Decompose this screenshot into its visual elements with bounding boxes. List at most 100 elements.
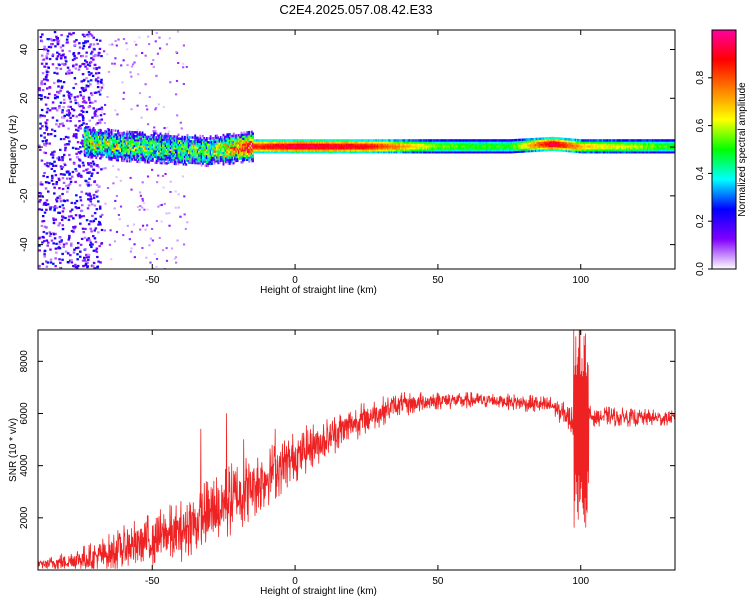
spectrogram-ridge-cell bbox=[276, 149, 279, 152]
spectrogram-ridge-cell bbox=[408, 145, 411, 148]
spectrogram-ridge-cell bbox=[230, 140, 233, 144]
spectrogram-ridge-cell bbox=[612, 145, 614, 148]
spectrogram-ridge-cell bbox=[488, 150, 491, 154]
spectrogram-ridge-cell bbox=[234, 159, 236, 163]
spectrogram-ridge-cell bbox=[550, 142, 553, 146]
spectrogram-ridge-cell bbox=[358, 150, 361, 154]
spectrogram-ridge-cell bbox=[177, 143, 180, 146]
spectrogram-ridge-cell bbox=[446, 143, 449, 146]
spectrogram-noise-cell bbox=[51, 151, 54, 154]
spectrogram-ridge-cell bbox=[97, 147, 100, 150]
spectrogram-ridge-cell bbox=[163, 158, 166, 161]
spectrogram-ridge-cell bbox=[120, 149, 123, 153]
spectrogram-ridge-cell bbox=[538, 141, 541, 144]
spectrogram-ridge-cell bbox=[378, 147, 380, 150]
spectrogram-ridge-cell bbox=[300, 139, 303, 142]
spectrogram-ridge-cell bbox=[384, 139, 387, 142]
spectrogram-ridge-cell bbox=[402, 141, 405, 144]
spectrogram-ridge-cell bbox=[237, 143, 240, 147]
spectrogram-ridge-cell bbox=[167, 154, 170, 157]
spectrogram-ridge-cell bbox=[169, 158, 172, 161]
spectrogram-noise-cell bbox=[46, 161, 49, 165]
spectrogram-ridge-cell bbox=[132, 140, 135, 144]
spectrogram-ridge-cell bbox=[425, 143, 428, 146]
spectrogram-noise-cell bbox=[139, 194, 143, 197]
spectrogram-ridge-cell bbox=[522, 142, 524, 145]
spectrogram-ridge-cell bbox=[222, 149, 225, 152]
spectrogram-ridge-cell bbox=[248, 146, 251, 149]
spectrogram-ridge-cell bbox=[356, 150, 359, 154]
spectrogram-ridge-cell bbox=[133, 134, 136, 138]
spectrogram-ridge-cell bbox=[423, 149, 425, 152]
spectrogram-ridge-cell bbox=[124, 155, 127, 159]
spectrogram-ridge-cell bbox=[573, 138, 576, 142]
spectrogram-noise-cell bbox=[142, 202, 146, 205]
spectrogram-ridge-cell bbox=[84, 147, 87, 150]
spectrogram-ridge-cell bbox=[327, 149, 330, 152]
spectrogram-noise-cell bbox=[167, 161, 170, 164]
spectrogram-ridge-cell bbox=[190, 151, 193, 155]
spectrogram-noise-cell bbox=[72, 251, 76, 254]
spectrogram-ridge-cell bbox=[348, 139, 351, 142]
spectrogram-ridge-cell bbox=[99, 145, 102, 148]
spectrogram-ridge-cell bbox=[353, 150, 356, 154]
spectrogram-noise-cell bbox=[63, 199, 66, 203]
spectrogram-ridge-cell bbox=[231, 144, 234, 147]
spectrogram-ridge-cell bbox=[87, 141, 90, 145]
spectrogram-ridge-cell bbox=[201, 160, 204, 163]
spectrogram-ridge-cell bbox=[439, 141, 442, 144]
spectrogram-ridge-cell bbox=[207, 152, 209, 156]
spectrogram-ridge-cell bbox=[84, 145, 87, 149]
spectrogram-ridge-cell bbox=[285, 139, 288, 142]
spectrogram-ridge-cell bbox=[550, 148, 553, 152]
spectrogram-ridge-cell bbox=[573, 146, 576, 149]
spectrogram-ridge-cell bbox=[119, 147, 122, 151]
spectrogram-ridge-cell bbox=[227, 133, 230, 136]
spectrogram-ridge-cell bbox=[234, 138, 236, 141]
spectrogram-ridge-cell bbox=[108, 136, 111, 139]
spectrogram-ridge-cell bbox=[227, 135, 230, 138]
spectrogram-ridge-cell bbox=[250, 134, 253, 137]
spectrogram-ridge-cell bbox=[302, 150, 305, 154]
spectrogram-noise-cell bbox=[78, 159, 82, 162]
spectrogram-ridge-cell bbox=[371, 147, 374, 150]
spectrogram-ridge-cell bbox=[294, 149, 297, 152]
spectrogram-ridge-cell bbox=[574, 150, 577, 153]
spectrogram-ridge-cell bbox=[117, 137, 120, 140]
spectrogram-ridge-cell bbox=[349, 139, 352, 142]
spectrogram-ridge-cell bbox=[97, 148, 100, 152]
spectrogram-ridge-cell bbox=[243, 151, 245, 154]
spectrogram-ridge-cell bbox=[468, 143, 470, 146]
spectrogram-ridge-cell bbox=[128, 148, 131, 151]
spectrogram-ridge-cell bbox=[334, 147, 337, 150]
spectrogram-ridge-cell bbox=[181, 159, 184, 162]
spectrogram-ridge-cell bbox=[378, 139, 380, 142]
spectrogram-ridge-cell bbox=[614, 145, 617, 148]
spectrogram-ridge-cell bbox=[502, 147, 505, 150]
spectrogram-noise-cell bbox=[65, 242, 68, 245]
spectrogram-ridge-cell bbox=[231, 146, 234, 149]
spectrogram-noise-cell bbox=[93, 267, 96, 269]
spectrogram-ridge-cell bbox=[280, 145, 283, 148]
spectrogram-ridge-cell bbox=[93, 134, 96, 138]
spectrogram-ridge-cell bbox=[506, 141, 509, 144]
spectrogram-ridge-cell bbox=[262, 147, 265, 150]
spectrogram-ridge-cell bbox=[102, 133, 105, 137]
spectrogram-noise-cell bbox=[130, 108, 133, 111]
spectrogram-ridge-cell bbox=[379, 149, 382, 152]
spectrogram-noise-cell bbox=[96, 82, 100, 85]
spectrogram-ridge-cell bbox=[370, 143, 373, 146]
spectrogram-ridge-cell bbox=[326, 143, 329, 146]
spectrogram-ridge-cell bbox=[574, 144, 577, 148]
spectrogram-ridge-cell bbox=[104, 132, 107, 135]
spectrogram-ridge-cell bbox=[133, 131, 136, 134]
spectrogram-ridge-cell bbox=[401, 145, 404, 148]
spectrogram-ridge-cell bbox=[138, 148, 141, 152]
spectrogram-ridge-cell bbox=[178, 160, 181, 164]
spectrogram-ridge-cell bbox=[144, 145, 147, 148]
spectrogram-ridge-cell bbox=[110, 136, 113, 140]
spectrogram-ridge-cell bbox=[285, 145, 288, 148]
spectrogram-ridge-cell bbox=[203, 142, 206, 146]
spectrogram-noise-cell bbox=[92, 249, 96, 252]
spectrogram-ridge-cell bbox=[410, 141, 413, 144]
